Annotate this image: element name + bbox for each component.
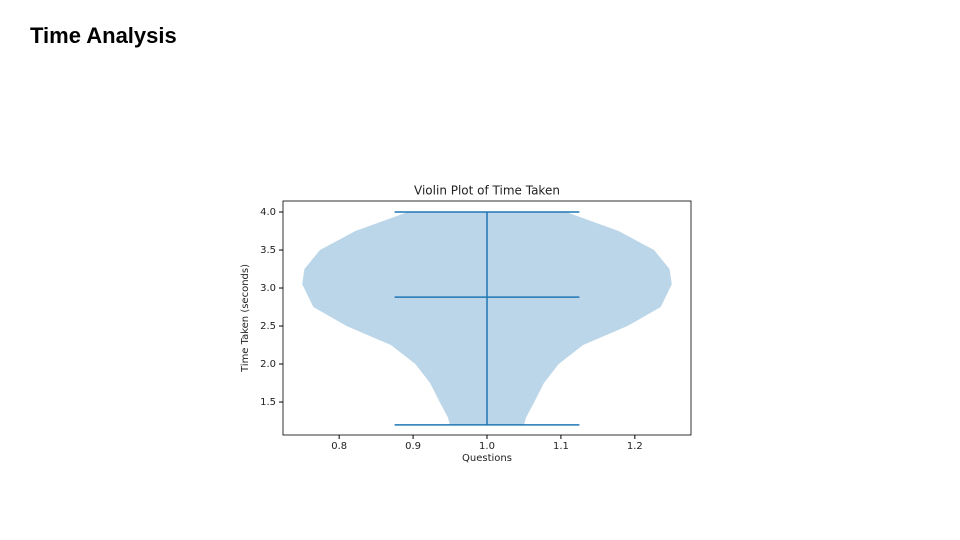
x-tick-label: 1.1 <box>553 441 569 452</box>
x-tick-label: 0.8 <box>331 441 347 452</box>
y-tick-label: 2.5 <box>260 321 276 332</box>
y-tick-label: 2.0 <box>260 359 276 370</box>
y-tick-label: 3.5 <box>260 245 276 256</box>
x-tick-label: 0.9 <box>405 441 421 452</box>
y-tick-label: 4.0 <box>260 207 276 218</box>
violin-body <box>487 212 672 425</box>
x-tick-label: 1.2 <box>627 441 643 452</box>
y-tick-label: 1.5 <box>260 397 276 408</box>
x-axis-label: Questions <box>462 453 512 464</box>
page-title: Time Analysis <box>30 23 177 48</box>
chart-title: Violin Plot of Time Taken <box>414 184 560 198</box>
plot-frame <box>282 200 692 436</box>
violin-body <box>302 212 487 425</box>
y-tick-label: 3.0 <box>260 283 276 294</box>
x-tick-label: 1.0 <box>479 441 495 452</box>
y-axis-label: Time Taken (seconds) <box>240 264 251 373</box>
